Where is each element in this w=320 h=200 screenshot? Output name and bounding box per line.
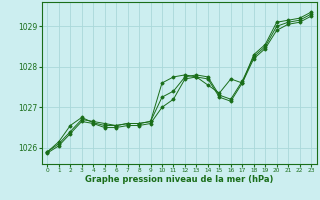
- X-axis label: Graphe pression niveau de la mer (hPa): Graphe pression niveau de la mer (hPa): [85, 175, 273, 184]
